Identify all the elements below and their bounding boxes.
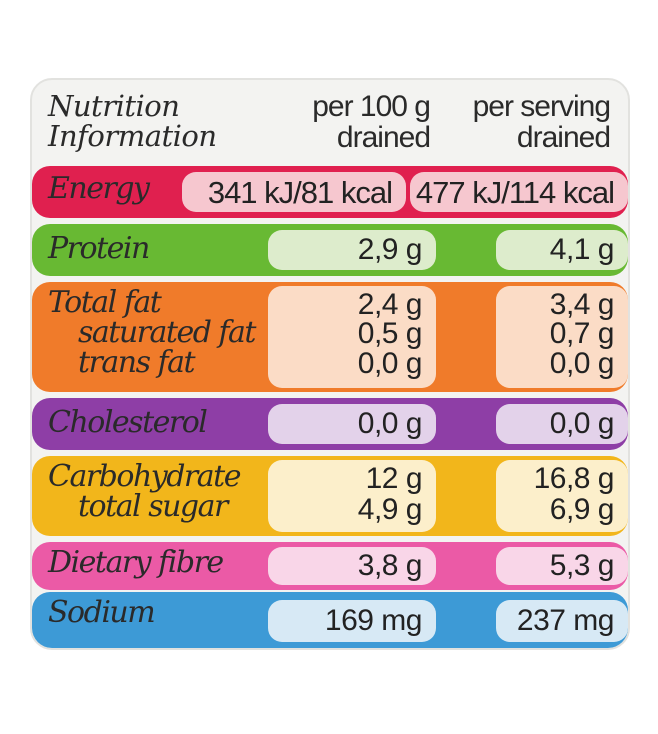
sodium-per-serving: 237 mg bbox=[496, 600, 628, 642]
row-carbohydrate: Carbohydrate total sugar 12 g 4,9 g 16,8… bbox=[32, 456, 628, 536]
trans-fat-label: trans fat bbox=[78, 345, 196, 380]
row-energy: Energy 341 kJ/81 kcal 477 kJ/114 kcal bbox=[32, 166, 628, 218]
carbohydrate-per-100g: 12 g 4,9 g bbox=[268, 460, 436, 532]
saturated-fat-label: saturated fat bbox=[78, 315, 256, 350]
saturated-fat-per-100g: 0,5 g bbox=[357, 317, 423, 351]
total-sugar-label: total sugar bbox=[78, 489, 228, 524]
trans-fat-per-serving: 0,0 g bbox=[549, 346, 615, 380]
protein-per-serving: 4,1 g bbox=[496, 230, 628, 270]
protein-label: Protein bbox=[48, 231, 150, 266]
total-fat-per-serving: 3,4 g bbox=[549, 288, 615, 321]
carbohydrate-labels: Carbohydrate total sugar bbox=[48, 459, 241, 524]
total-sugar-per-100g: 4,9 g bbox=[357, 492, 423, 526]
total-sugar-per-serving: 6,9 g bbox=[549, 492, 615, 526]
carbohydrate-label: Carbohydrate bbox=[48, 459, 241, 494]
cholesterol-per-100g: 0,0 g bbox=[268, 404, 436, 444]
saturated-fat-per-serving: 0,7 g bbox=[549, 317, 615, 351]
header-per-serving: per serving drained bbox=[462, 90, 611, 154]
fat-per-serving: 3,4 g 0,7 g 0,0 g bbox=[496, 286, 628, 388]
header-title-line1: Nutrition bbox=[48, 89, 180, 123]
header-per-100g: per 100 g drained bbox=[280, 90, 431, 154]
cholesterol-label: Cholesterol bbox=[48, 405, 208, 440]
nutrition-header: Nutrition Information per 100 g drained … bbox=[32, 80, 628, 168]
row-cholesterol: Cholesterol 0,0 g 0,0 g bbox=[32, 398, 628, 450]
energy-per-100g: 341 kJ/81 kcal bbox=[182, 172, 406, 212]
row-dietary-fibre: Dietary fibre 3,8 g 5,3 g bbox=[32, 542, 628, 590]
header-title-line2: Information bbox=[48, 118, 217, 153]
carbohydrate-per-100g-value: 12 g bbox=[365, 462, 423, 495]
sodium-label: Sodium bbox=[48, 595, 156, 630]
carbohydrate-per-serving-value: 16,8 g bbox=[533, 462, 615, 495]
fibre-label: Dietary fibre bbox=[48, 545, 224, 580]
total-fat-per-100g: 2,4 g bbox=[357, 288, 423, 321]
energy-label: Energy bbox=[48, 171, 150, 206]
header-per-serving-line1: per serving bbox=[472, 90, 611, 123]
total-fat-label: Total fat bbox=[48, 285, 162, 320]
nutrition-label: Nutrition Information per 100 g drained … bbox=[30, 78, 630, 650]
row-sodium: Sodium 169 mg 237 mg bbox=[32, 592, 628, 648]
protein-per-100g: 2,9 g bbox=[268, 230, 436, 270]
sodium-per-100g: 169 mg bbox=[268, 600, 436, 642]
header-per-serving-line2: drained bbox=[516, 120, 611, 154]
row-protein: Protein 2,9 g 4,1 g bbox=[32, 224, 628, 276]
fibre-per-100g: 3,8 g bbox=[268, 547, 436, 585]
cholesterol-per-serving: 0,0 g bbox=[496, 404, 628, 444]
header-title: Nutrition Information bbox=[48, 89, 217, 153]
fibre-per-serving: 5,3 g bbox=[496, 547, 628, 585]
row-fat: Total fat saturated fat trans fat 2,4 g … bbox=[32, 282, 628, 392]
header-per-100g-line2: drained bbox=[336, 120, 431, 154]
trans-fat-per-100g: 0,0 g bbox=[357, 346, 423, 380]
fat-labels: Total fat saturated fat trans fat bbox=[48, 285, 256, 380]
header-per-100g-line1: per 100 g bbox=[312, 90, 431, 123]
fat-per-100g: 2,4 g 0,5 g 0,0 g bbox=[268, 286, 436, 388]
energy-per-serving: 477 kJ/114 kcal bbox=[410, 172, 628, 212]
carbohydrate-per-serving: 16,8 g 6,9 g bbox=[496, 460, 628, 532]
